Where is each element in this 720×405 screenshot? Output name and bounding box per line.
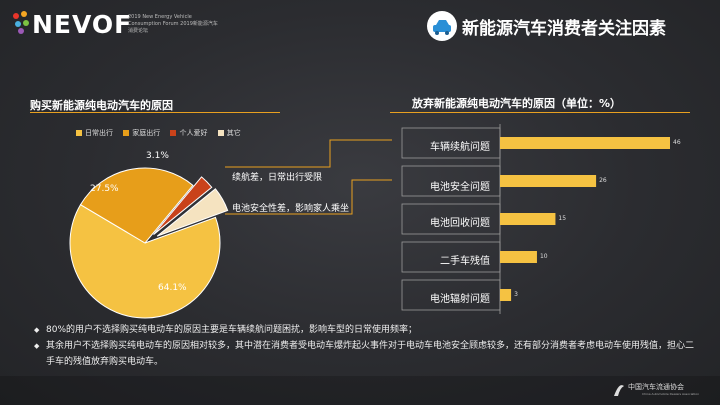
bar-4 bbox=[500, 289, 512, 301]
bar-2 bbox=[500, 213, 556, 225]
footer-org: 中国汽车流通协会 bbox=[628, 383, 684, 391]
left-title-underline bbox=[30, 112, 280, 113]
bar-value-label: 10 bbox=[539, 253, 548, 260]
annotation-battery: 电池安全性差，影响家人乘坐 bbox=[232, 204, 350, 214]
legend-item-2: 个人爱好 bbox=[170, 128, 207, 138]
bar-category-label: 电池安全问题 bbox=[430, 182, 490, 193]
bar-0 bbox=[500, 137, 670, 149]
annotation-connector-1 bbox=[225, 139, 392, 168]
footer-band bbox=[0, 376, 720, 405]
right-panel-title: 放弃新能源纯电动汽车的原因（单位：%） bbox=[412, 97, 622, 110]
annotation-connector-2 bbox=[225, 179, 392, 215]
pie-slice-family bbox=[79, 167, 194, 244]
bar-3 bbox=[500, 251, 537, 263]
bar-value-label: 46 bbox=[673, 139, 681, 146]
bar-value-label: 26 bbox=[599, 177, 607, 184]
pie-legend: 日常出行 家庭出行 个人爱好 其它 bbox=[76, 128, 249, 138]
car-badge-icon bbox=[427, 11, 457, 41]
bar-value-label: 3 bbox=[514, 291, 518, 298]
pie-chart bbox=[69, 167, 229, 319]
bar-category-label: 电池回收问题 bbox=[430, 218, 490, 229]
pie-slice-daily bbox=[69, 203, 221, 319]
bar-category-label: 电池辐射问题 bbox=[430, 294, 490, 305]
logo-text: NEVOF bbox=[32, 10, 133, 39]
logo-dots-icon bbox=[13, 11, 29, 34]
note-item: 其余用户不选择购买纯电动车的原因相对较多，其中潜在消费者受电动车爆炸起火事件对于… bbox=[34, 338, 694, 370]
bar-1 bbox=[500, 175, 597, 187]
note-item: 80%的用户不选择购买纯电动车的原因主要是车辆续航问题困扰，影响车型的日常使用频… bbox=[34, 322, 694, 338]
logo-subtitle: 2019 New Energy Vehicle Consumption Foru… bbox=[128, 14, 218, 34]
left-panel-title: 购买新能源纯电动汽车的原因 bbox=[30, 99, 173, 112]
pie-data-label-family: 27.5% bbox=[90, 184, 119, 194]
legend-item-0: 日常出行 bbox=[76, 128, 113, 138]
bar-chart bbox=[401, 124, 670, 314]
pie-data-label-daily: 64.1% bbox=[158, 283, 187, 293]
bar-category-label: 车辆续航问题 bbox=[430, 142, 490, 153]
pie-slice-hobby bbox=[153, 176, 213, 235]
legend-item-1: 家庭出行 bbox=[123, 128, 160, 138]
pie-slice-other bbox=[156, 188, 229, 237]
legend-item-3: 其它 bbox=[217, 128, 241, 138]
pie-data-label-hobby: 3.1% bbox=[146, 151, 169, 161]
bar-value-label: 15 bbox=[558, 215, 567, 222]
nevof-logo: NEVOF 2019 New Energy Vehicle Consumptio… bbox=[10, 8, 240, 44]
footer-org-sub: China Automobile Dealers Association bbox=[642, 392, 700, 396]
annotation-range: 续航差，日常出行受限 bbox=[232, 173, 323, 183]
association-logo-icon bbox=[614, 385, 624, 396]
right-title-underline bbox=[390, 112, 690, 113]
bar-category-label: 二手车残值 bbox=[440, 256, 490, 267]
notes-section: 80%的用户不选择购买纯电动车的原因主要是车辆续航问题困扰，影响车型的日常使用频… bbox=[34, 322, 694, 370]
slide-title: 新能源汽车消费者关注因素 bbox=[462, 19, 666, 39]
